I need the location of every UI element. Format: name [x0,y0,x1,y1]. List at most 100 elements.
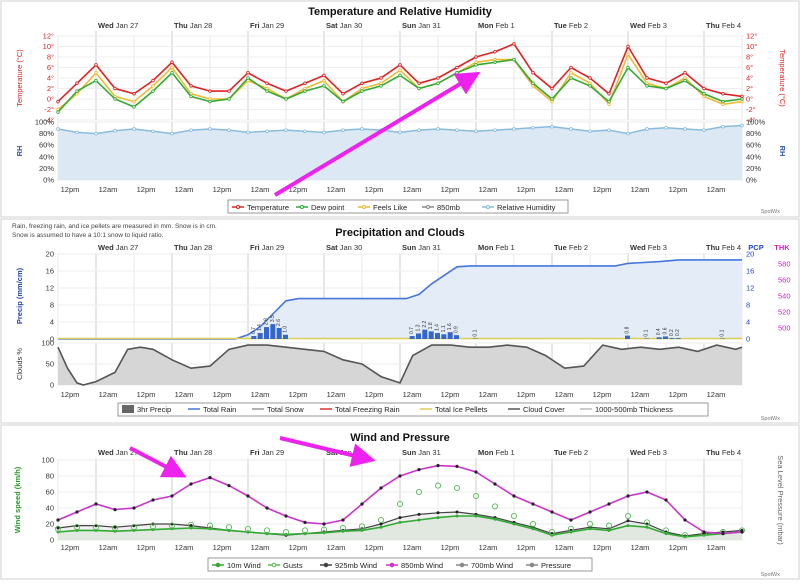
point-dew-point [399,74,402,77]
wind10m-point [437,516,440,519]
rh-point [608,129,611,132]
precip-bar [422,330,427,339]
wind850-point [626,494,629,497]
pcp-y-tick: 0 [746,335,750,344]
point-dew-point [551,98,554,101]
wind850-point [417,468,420,471]
precip-axis-label: Precip (mm/cm) [15,267,24,324]
point-feels-like [475,61,478,64]
rh-point [76,131,79,134]
point-temperature [475,56,478,59]
wind10m-point [494,518,497,521]
point-dew-point [247,77,250,80]
wind925-point [57,527,60,530]
temp-y-tick: 0° [47,95,54,104]
legend-item: Pressure [541,561,571,570]
legend-item: 10m Wind [227,561,261,570]
rh-right-axis-label: RH [778,146,787,157]
wind850-point [664,498,667,501]
legend-item: 925mb Wind [335,561,377,570]
point-temperature [190,85,193,88]
rh-point [399,131,402,134]
wind850-point [550,510,553,513]
rh-point [266,130,269,133]
precip-bar-label: 0.2 [675,329,681,336]
rh-y-tick: 40% [39,152,54,161]
x-tick-label: 12pm [517,185,536,194]
day-label: Sat Jan 30 [326,243,362,252]
day-label: Sun Jan 31 [402,448,441,457]
point-dew-point [418,87,421,90]
legend-marker [272,563,276,567]
wind-axis-label: Wind speed (km/h) [13,466,22,533]
point-feels-like [627,53,630,56]
wind10m-point [646,526,649,529]
rh-point [190,129,193,132]
rh-point [627,132,630,135]
x-tick-label: 12pm [517,543,536,552]
x-tick-label: 12pm [669,185,688,194]
point-feels-like [380,82,383,85]
x-tick-label: 12am [555,185,574,194]
rh-point [722,125,725,128]
point-temperature [684,71,687,74]
x-tick-label: 12am [403,390,422,399]
rh-point [703,129,706,132]
x-tick-label: 12am [327,185,346,194]
thk-y-tick: 520 [778,308,791,317]
rh-y-tick-right: 100% [746,118,766,127]
precip-bar-label: 2.8 [264,318,270,325]
temp-y-tick: 10° [43,42,54,51]
precip-y-tick: 8 [50,301,54,310]
wind-y-tick: 60 [46,488,54,497]
rh-point [171,132,174,135]
rh-y-tick-right: 60% [746,141,761,150]
wind925-point [114,526,117,529]
temp-y-tick-right: 10° [746,42,757,51]
point-temperature [399,64,402,67]
legend-marker [390,563,394,567]
wind850-point [740,530,743,533]
point-temperature [114,87,117,90]
rh-y-tick-right: 20% [746,164,761,173]
pcp-y-tick: 16 [746,267,754,276]
precip-bar [663,336,668,339]
wind850-point [303,521,306,524]
rh-point [57,128,60,131]
cloud-y-tick: 50 [46,360,54,369]
legend-marker [460,563,464,567]
legend-item: Temperature [247,203,289,212]
x-tick-label: 12am [175,185,194,194]
panel2-credit: SpotWx [761,416,781,422]
precip-bar [258,333,263,339]
point-temperature [228,90,231,93]
x-tick-label: 12pm [593,185,612,194]
x-tick-label: 12pm [441,390,460,399]
point-feels-like [323,79,326,82]
panel2-title: Precipitation and Clouds [335,227,465,239]
rh-y-tick: 20% [39,164,54,173]
temp-y-tick-right: 8° [746,53,753,62]
precip-bar-label: 0.9 [454,326,460,333]
cloud-y-tick: 0 [50,381,54,390]
x-tick-label: 12am [403,543,422,552]
point-dew-point [114,98,117,101]
day-label: Thu Jan 28 [174,448,212,457]
point-temperature [703,87,706,90]
x-tick-label: 12am [479,543,498,552]
wind850-point [436,464,439,467]
wind850-point [227,484,230,487]
temp-y-tick-right: 12° [746,32,757,41]
point-temperature [323,74,326,77]
day-label: Thu Feb 4 [706,21,741,30]
precip-note-1: Rain, freezing rain, and ice pellets are… [12,223,217,230]
temp-y-tick: 2° [47,84,54,93]
x-tick-label: 12pm [289,390,308,399]
point-temperature [532,71,535,74]
point-dew-point [57,111,60,114]
point-feels-like [741,100,744,103]
x-tick-label: 12pm [289,543,308,552]
